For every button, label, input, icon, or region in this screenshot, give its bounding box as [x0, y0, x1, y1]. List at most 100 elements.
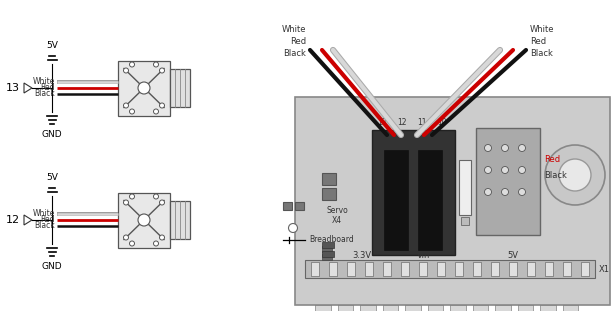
Text: 10: 10	[437, 118, 447, 127]
Bar	[473, 262, 481, 276]
Bar	[322, 242, 334, 248]
Text: 13: 13	[6, 83, 20, 93]
Bar	[372, 130, 455, 255]
Bar	[419, 262, 427, 276]
Bar	[329, 262, 337, 276]
Circle shape	[160, 68, 165, 73]
Bar	[491, 262, 499, 276]
Text: Black: Black	[544, 170, 567, 179]
Bar	[118, 61, 170, 115]
Circle shape	[502, 166, 508, 174]
Text: 5V: 5V	[46, 173, 58, 182]
Text: 12: 12	[397, 118, 406, 127]
Circle shape	[154, 109, 158, 114]
Bar	[170, 201, 190, 239]
Circle shape	[518, 188, 526, 196]
Bar	[562, 305, 578, 311]
Circle shape	[123, 103, 128, 108]
Circle shape	[484, 145, 491, 151]
Bar	[360, 305, 376, 311]
Circle shape	[545, 145, 605, 205]
Circle shape	[154, 62, 158, 67]
Text: White: White	[281, 26, 306, 35]
Bar	[459, 160, 471, 215]
Bar	[581, 262, 589, 276]
Circle shape	[160, 103, 165, 108]
Circle shape	[518, 145, 526, 151]
Text: Red: Red	[41, 83, 55, 92]
Text: X1: X1	[599, 264, 610, 273]
Text: 13: 13	[377, 118, 387, 127]
Bar	[527, 262, 535, 276]
Circle shape	[130, 194, 134, 199]
Bar	[365, 262, 373, 276]
Text: Black: Black	[34, 90, 55, 99]
Text: Red: Red	[290, 38, 306, 47]
Circle shape	[123, 200, 128, 205]
Bar	[118, 193, 170, 248]
Text: Black: Black	[283, 49, 306, 58]
Text: Black: Black	[34, 221, 55, 230]
Bar	[322, 188, 336, 200]
Bar	[322, 173, 336, 185]
Text: Breadboard: Breadboard	[309, 235, 354, 244]
Bar	[338, 305, 353, 311]
Bar	[545, 262, 553, 276]
Bar	[405, 305, 421, 311]
Text: 5V: 5V	[46, 41, 58, 50]
Circle shape	[123, 68, 128, 73]
Text: Red: Red	[530, 38, 546, 47]
Bar	[322, 246, 332, 252]
Text: Black: Black	[530, 49, 553, 58]
Circle shape	[138, 82, 150, 94]
Polygon shape	[24, 215, 32, 225]
Circle shape	[160, 235, 165, 240]
Bar	[450, 305, 466, 311]
Bar	[418, 150, 442, 250]
Text: 11: 11	[418, 118, 427, 127]
Bar	[437, 262, 445, 276]
Bar	[476, 128, 540, 235]
Bar	[383, 262, 391, 276]
Bar	[305, 260, 595, 278]
Bar	[563, 262, 571, 276]
Circle shape	[502, 188, 508, 196]
Circle shape	[289, 224, 298, 233]
Bar	[295, 97, 610, 305]
Circle shape	[484, 188, 491, 196]
Text: 3.3V: 3.3V	[352, 252, 371, 261]
Text: White: White	[530, 26, 554, 35]
Bar	[495, 305, 511, 311]
Bar	[509, 262, 517, 276]
Circle shape	[130, 109, 134, 114]
Bar	[347, 262, 355, 276]
Bar	[295, 202, 304, 210]
Bar	[315, 305, 331, 311]
Text: White: White	[33, 210, 55, 219]
Bar	[401, 262, 409, 276]
Bar	[170, 69, 190, 107]
Bar	[311, 262, 319, 276]
Text: Vin: Vin	[417, 252, 430, 261]
Circle shape	[154, 241, 158, 246]
Circle shape	[502, 145, 508, 151]
Text: Red: Red	[544, 156, 560, 165]
Bar	[383, 305, 398, 311]
Circle shape	[559, 159, 591, 191]
Bar	[540, 305, 556, 311]
Bar	[427, 305, 443, 311]
Text: Red: Red	[41, 216, 55, 225]
Circle shape	[154, 194, 158, 199]
Text: Servo: Servo	[326, 206, 348, 215]
Text: X4: X4	[332, 216, 342, 225]
Circle shape	[518, 166, 526, 174]
Text: 5V: 5V	[508, 252, 518, 261]
Bar	[283, 202, 292, 210]
Polygon shape	[24, 83, 32, 93]
Bar	[461, 217, 469, 225]
Bar	[455, 262, 463, 276]
Text: GND: GND	[42, 130, 62, 139]
Bar	[322, 254, 332, 260]
Circle shape	[130, 62, 134, 67]
Bar	[473, 305, 488, 311]
